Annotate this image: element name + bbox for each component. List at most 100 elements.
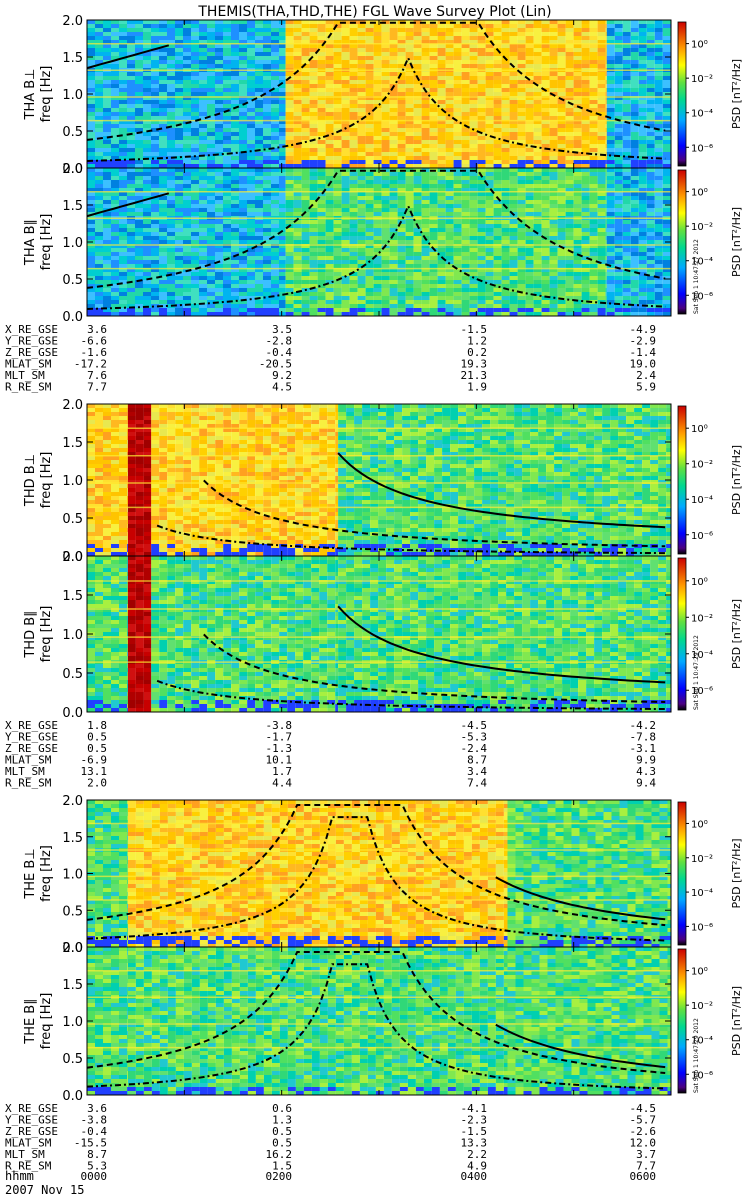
ephemeris-value: 2.0	[87, 777, 107, 790]
colorbar-tick-label: 10⁻⁶	[691, 922, 713, 933]
ephemeris-value: 4.3	[636, 765, 656, 778]
colorbar-tick-label: 10⁻⁶	[691, 686, 713, 697]
ephemeris-value: -3.8	[81, 1114, 108, 1127]
cyclotron-curves	[86, 21, 666, 162]
ephemeris-value: -4.1	[461, 1102, 488, 1115]
y-tick-label: 0.0	[62, 310, 83, 325]
colorbar: 10⁰ 10⁻² 10⁻⁴ 10⁻⁶ PSD [nT²/Hz]	[677, 21, 743, 167]
ephemeris-label: Y_RE_GSE	[5, 335, 58, 348]
colorbar-tick-label: 10⁻²	[691, 460, 713, 471]
ephemeris-value: 3.6	[87, 1102, 107, 1115]
time-row-label: hhmm	[5, 1169, 34, 1183]
y-tick-label: 0.5	[62, 273, 83, 288]
colorbar-tick-label: 10⁻⁴	[691, 257, 713, 268]
ephemeris-value: 7.6	[87, 369, 107, 382]
colorbar-tick-label: 10⁻⁶	[691, 291, 713, 302]
ephemeris-value: -6.6	[81, 335, 108, 348]
colorbar-tick-label: 10⁰	[691, 424, 708, 435]
y-tick-label: 1.0	[62, 88, 83, 103]
harmonic-lines	[87, 190, 671, 270]
ephemeris-value: 12.0	[630, 1137, 657, 1150]
ephemeris-value: 0.2	[467, 346, 487, 359]
ephemeris-value: -17.2	[74, 358, 107, 371]
ephemeris-label: R_RE_SM	[5, 1160, 52, 1173]
ephemeris-value: 9.4	[636, 777, 656, 790]
y-tick-label: 1.0	[62, 236, 83, 251]
ephemeris-value: -4.5	[461, 719, 488, 732]
spectrogram-panel-thd: 0.0 0.5 1.0 1.5 2.0 freq [Hz]THD B∥ 10⁰ 10⁻² 10⁻…	[23, 550, 743, 721]
ephemeris-value: 2.4	[636, 369, 656, 382]
panel-label: THA B⊥	[23, 69, 38, 121]
colorbar-tick-label: 10⁻⁶	[691, 143, 713, 154]
ephemeris-value: 2.2	[467, 1148, 487, 1161]
ephemeris-label: MLAT_SM	[5, 358, 52, 371]
ephemeris-value: -1.7	[266, 731, 293, 744]
ephemeris-value: 10.1	[266, 754, 293, 767]
ephemeris-label: MLAT_SM	[5, 1137, 52, 1150]
ephemeris-value: 21.3	[461, 369, 488, 382]
colorbar-tick-label: 10⁰	[691, 40, 708, 51]
ephemeris-value: 0.5	[272, 1137, 292, 1150]
colorbar-tick-label: 10⁻⁶	[691, 1070, 713, 1081]
ephemeris-value: -2.6	[630, 1125, 657, 1138]
y-tick-label: 2.0	[62, 941, 83, 956]
y-tick-label: 0.0	[62, 162, 83, 177]
ephemeris-label: Z_RE_GSE	[5, 346, 58, 359]
ephemeris-value: 1.9	[467, 381, 487, 394]
ephemeris-tha: X_RE_GSE 3.6 3.5 -1.5 -4.9 Y_RE_GSE -6.6 -2.8 1.…	[5, 323, 656, 394]
ephemeris-value: 13.3	[461, 1137, 488, 1150]
ephemeris-the: X_RE_GSE 3.6 0.6 -4.1 -4.5 Y_RE_GSE -3.8 1.3 -2.…	[5, 1102, 656, 1173]
y-tick-label: 0.5	[62, 667, 83, 682]
colorbar-label: PSD [nT²/Hz]	[730, 445, 743, 515]
panel-label: THE B∥	[23, 998, 38, 1044]
y-axis-label: freq [Hz]	[39, 993, 54, 1050]
ephemeris-label: X_RE_GSE	[5, 323, 58, 336]
y-tick-label: 0.5	[62, 1052, 83, 1067]
ephemeris-value: -0.4	[266, 346, 293, 359]
y-tick-label: 0.0	[62, 941, 83, 956]
ephemeris-value: -3.1	[630, 742, 657, 755]
time-tick-label: 0600	[630, 1170, 657, 1183]
ephemeris-value: -1.5	[461, 1125, 488, 1138]
harmonic-lines	[87, 969, 671, 1049]
ephemeris-value: 0.6	[272, 1102, 292, 1115]
panel-label: THD B∥	[23, 610, 38, 658]
ephemeris-label: X_RE_GSE	[5, 719, 58, 732]
ephemeris-value: 5.3	[87, 1160, 107, 1173]
y-axis-label: freq [Hz]	[39, 845, 54, 902]
y-tick-label: 0.5	[62, 125, 83, 140]
y-tick-label: 1.5	[62, 589, 83, 604]
ephemeris-tables: X_RE_GSE 3.6 3.5 -1.5 -4.9 Y_RE_GSE -6.6 -2.8 1.…	[5, 323, 656, 1183]
heatmap-cells	[87, 20, 671, 168]
colorbar-tick-label: 10⁻²	[691, 854, 713, 865]
panel-label: THE B⊥	[23, 848, 38, 899]
y-tick-label: 1.5	[62, 51, 83, 66]
ephemeris-label: R_RE_SM	[5, 381, 52, 394]
ephemeris-label: Y_RE_GSE	[5, 1114, 58, 1127]
ephemeris-value: 8.7	[87, 1148, 107, 1161]
y-tick-label: 2.0	[62, 162, 83, 177]
colorbar-label: PSD [nT²/Hz]	[730, 599, 743, 669]
y-tick-label: 1.5	[62, 831, 83, 846]
ephemeris-value: 1.7	[272, 765, 292, 778]
y-tick-label: 0.5	[62, 512, 83, 527]
colorbar: 10⁰ 10⁻² 10⁻⁴ 10⁻⁶ PSD [nT²/Hz] Sat Sep 1 10:…	[677, 948, 743, 1094]
y-tick-label: 2.0	[62, 14, 83, 29]
ephemeris-value: -20.5	[259, 358, 292, 371]
y-tick-label: 1.0	[62, 628, 83, 643]
colorbar: 10⁰ 10⁻² 10⁻⁴ 10⁻⁶ PSD [nT²/Hz] Sat Sep 1 10:…	[677, 557, 743, 711]
spectrogram-panel-the: 0.0 0.5 1.0 1.5 2.0 freq [Hz]THE B∥ 10⁰ 10⁻² 10⁻…	[23, 941, 743, 1104]
ephemeris-value: 3.4	[467, 765, 487, 778]
ephemeris-value: -1.6	[81, 346, 108, 359]
ephemeris-value: 9.9	[636, 754, 656, 767]
colorbar-tick-label: 10⁻⁴	[691, 650, 713, 661]
ephemeris-label: Y_RE_GSE	[5, 731, 58, 744]
heatmap-cells	[87, 800, 671, 947]
y-tick-label: 0.0	[62, 550, 83, 565]
ephemeris-value: 7.4	[467, 777, 487, 790]
ephemeris-value: -1.5	[461, 323, 488, 336]
colorbar-tick-label: 10⁰	[691, 819, 708, 830]
colorbar-tick-label: 10⁻⁴	[691, 1036, 713, 1047]
heatmap-cells	[87, 168, 671, 316]
ephemeris-value: 4.9	[467, 1160, 487, 1173]
